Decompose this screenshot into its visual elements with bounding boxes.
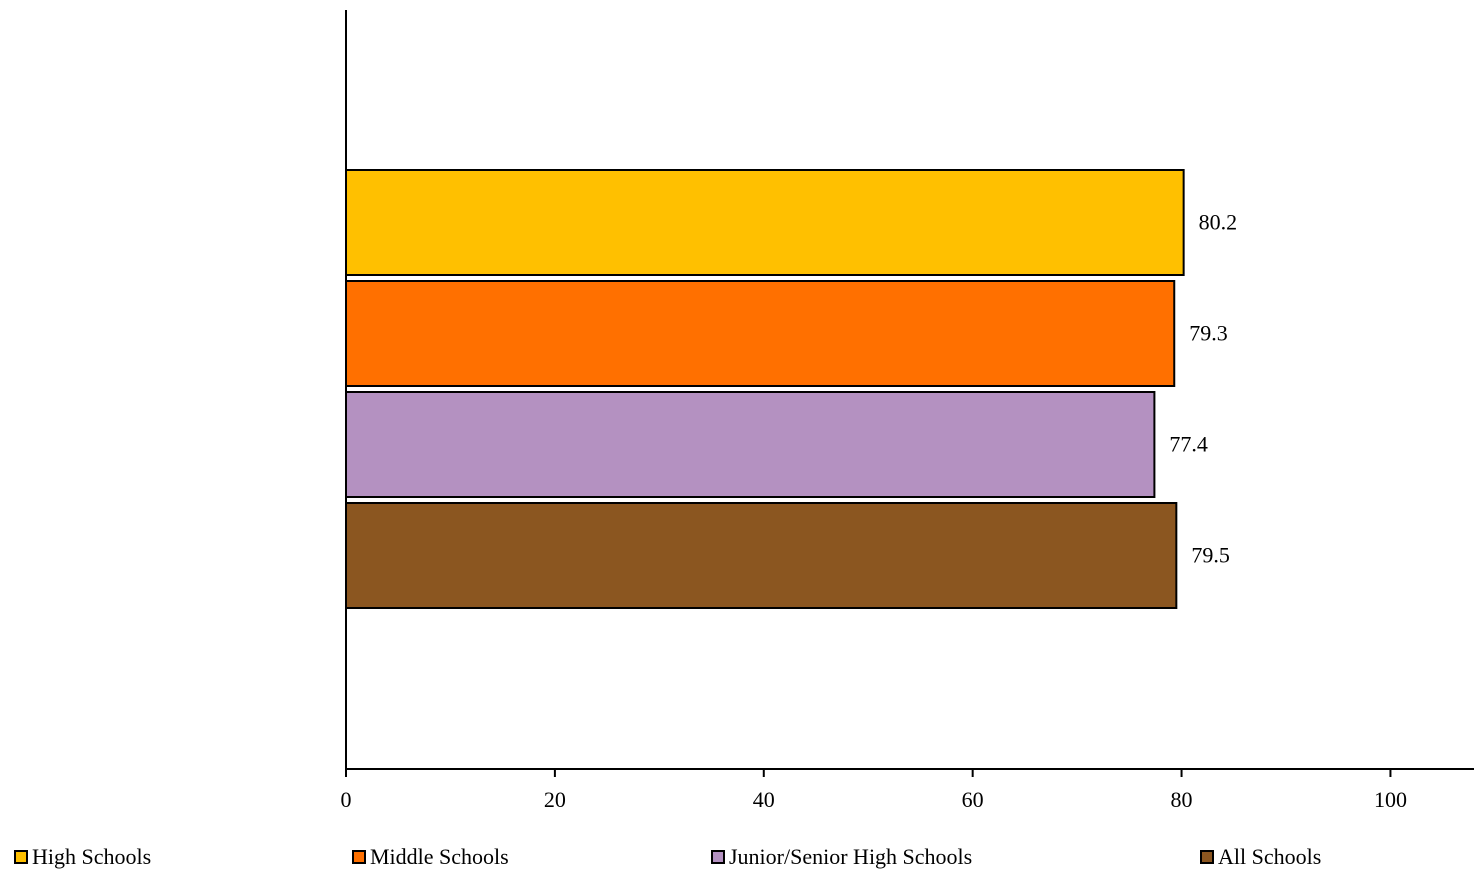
bar-chart: 80.2 79.3 77.4 79.5 0 20 40 60 80 100 [341,10,1474,812]
x-tick-label: 80 [1171,787,1193,812]
legend-item: High Schools [14,843,151,871]
bar-all-schools [345,502,1178,609]
x-ticks-group: 0 20 40 60 80 100 [341,769,1407,812]
value-label: 79.3 [1189,321,1228,346]
legend-item: All Schools [1200,843,1321,871]
x-tick-label: 0 [341,787,352,812]
bars-group [345,169,1185,609]
legend-swatch [352,850,366,864]
legend: High Schools Middle Schools Junior/Senior … [0,843,1478,871]
legend-item: Junior/Senior High Schools [711,843,972,871]
legend-label: All Schools [1218,844,1322,869]
x-tick-label: 40 [753,787,775,812]
bar-high-schools [345,169,1185,276]
legend-item: Middle Schools [352,843,509,871]
legend-label: High Schools [32,844,152,869]
x-tick-label: 20 [544,787,566,812]
value-labels-group: 80.2 79.3 77.4 79.5 [1169,210,1237,568]
value-label: 80.2 [1199,210,1238,235]
legend-swatch [1200,850,1214,864]
bar-middle-schools [345,280,1176,387]
legend-swatch [14,850,28,864]
x-tick-label: 100 [1374,787,1407,812]
bar-junior-senior-high-schools [345,391,1156,498]
x-tick-label: 60 [962,787,984,812]
legend-label: Junior/Senior High Schools [729,844,973,869]
value-label: 79.5 [1191,543,1230,568]
legend-label: Middle Schools [370,844,509,869]
legend-swatch [711,850,725,864]
value-label: 77.4 [1169,432,1208,457]
